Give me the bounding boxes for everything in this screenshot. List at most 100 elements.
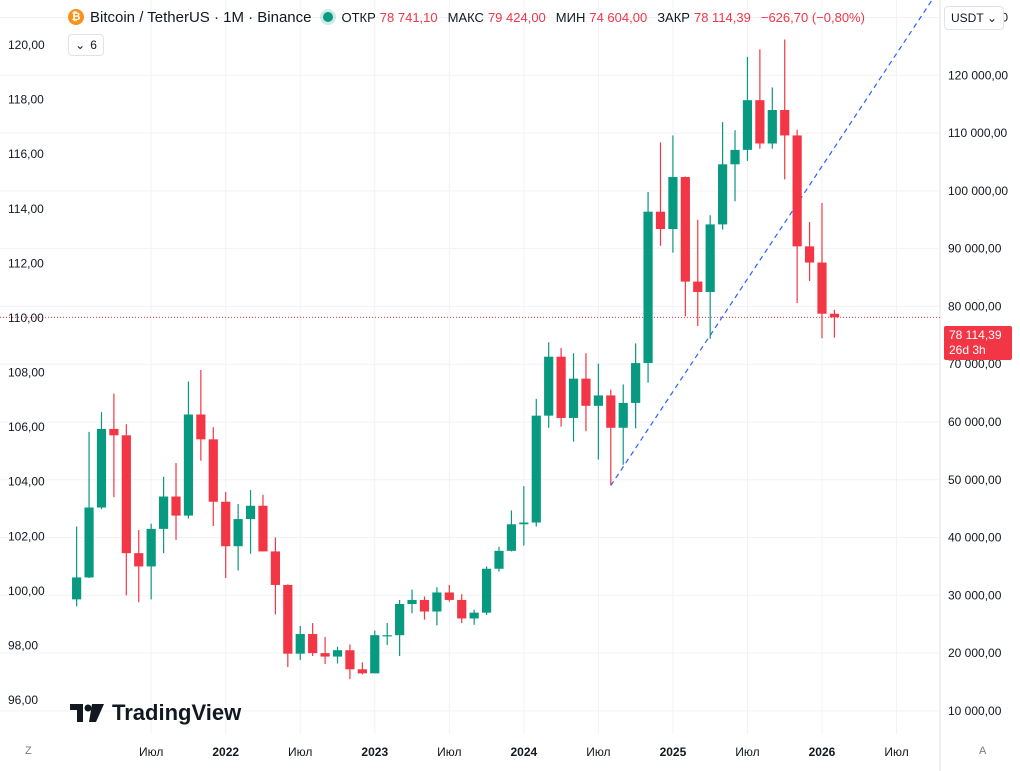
candle-body [655, 211, 666, 230]
left-axis-label: 100,00 [8, 584, 45, 598]
candle-body [407, 599, 417, 604]
candle-body [804, 246, 815, 263]
candle-body [134, 553, 144, 567]
time-axis-label: 2023 [361, 745, 388, 759]
candle-body [631, 363, 641, 403]
candle-body [829, 313, 840, 318]
candle-body [345, 650, 355, 670]
left-axis-label: 98,00 [8, 638, 38, 652]
candle-body [146, 528, 156, 567]
candle-body [780, 110, 790, 136]
time-axis-label: Июл [437, 745, 461, 759]
time-axis-label: Июл [884, 745, 908, 759]
candle-body [270, 551, 280, 585]
symbol-title[interactable]: Bitcoin / TetherUS · 1M · Binance [90, 8, 312, 26]
left-axis-label: 110,00 [8, 311, 44, 325]
candle-body [556, 356, 566, 418]
candle-body [320, 653, 330, 657]
time-axis-label: 2026 [809, 745, 836, 759]
candle-body [308, 634, 318, 654]
candle-body [72, 577, 82, 600]
price-axis-label: 50 000,00 [948, 473, 1002, 487]
timezone-button[interactable]: Z [25, 745, 32, 757]
price-axis-label: 80 000,00 [948, 299, 1002, 313]
time-axis-label: 2022 [212, 745, 239, 759]
time-axis-label: Июл [288, 745, 312, 759]
candle-body [469, 612, 479, 619]
bar-countdown: 26d 3h [949, 343, 986, 357]
candle-body [121, 435, 131, 554]
candle-body [494, 550, 504, 569]
open-label: ОТКР [341, 9, 376, 25]
candle-body [370, 635, 380, 674]
tradingview-logo[interactable]: TradingView [70, 700, 241, 726]
candle-body [382, 635, 392, 637]
candle-body [283, 584, 293, 654]
candle-body [593, 395, 603, 406]
candle-body [481, 568, 492, 613]
candle-body [767, 110, 777, 144]
chevron-down-icon: ⌄ [986, 11, 997, 25]
currency-label: USDT [951, 11, 984, 25]
candle-body [158, 496, 169, 529]
candle-body [742, 100, 753, 150]
price-axis-label: 60 000,00 [948, 415, 1002, 429]
price-axis-label: 10 000,00 [948, 704, 1002, 718]
indicators-count: 6 [90, 38, 97, 52]
last-price: 78 114,39 [949, 328, 1002, 342]
candle-body [817, 262, 827, 314]
candle-body [606, 395, 616, 428]
time-axis-label: 2024 [510, 745, 537, 759]
price-axis-label: 110 000,00 [948, 126, 1007, 140]
left-axis-label: 104,00 [8, 475, 45, 489]
candle-body [183, 414, 194, 516]
candle-body [444, 592, 454, 600]
auto-scale-button[interactable]: A [979, 745, 987, 757]
candle-body [643, 211, 653, 364]
candle-body [568, 378, 579, 418]
logo-text: TradingView [112, 700, 242, 725]
left-axis-label: 108,00 [8, 366, 45, 380]
price-axis-label: 90 000,00 [948, 242, 1002, 256]
candle-body [718, 164, 728, 225]
price-axis-background [940, 0, 1020, 771]
candle-body [245, 505, 256, 520]
candle-body [196, 414, 206, 440]
price-axis-label: 30 000,00 [948, 588, 1002, 602]
low-label: МИН [555, 9, 586, 25]
open-value: 78 741,10 [379, 9, 438, 25]
candle-body [457, 599, 467, 619]
change-value: −626,70 (−0,80%) [760, 9, 865, 25]
price-axis-label: 100 000,00 [948, 184, 1008, 198]
candle-body [295, 634, 305, 654]
candle-body [668, 177, 678, 230]
candle-body [96, 428, 107, 508]
currency-button[interactable]: USDT ⌄ [944, 6, 1004, 30]
last-price-tag: 78 114,39 26d 3h [944, 326, 1012, 360]
candle-body [233, 519, 243, 547]
left-axis-label: 106,00 [8, 420, 45, 434]
left-axis-label: 118,00 [8, 93, 44, 107]
candle-body [544, 356, 554, 416]
low-value: 74 604,00 [589, 9, 648, 25]
candle-body [680, 177, 690, 282]
time-axis-label: Июл [586, 745, 610, 759]
bitcoin-icon: ₿ [68, 9, 84, 25]
candle-body [357, 669, 367, 674]
time-axis-label: 2025 [660, 745, 687, 759]
indicators-toggle[interactable]: ⌄ 6 [68, 34, 104, 56]
candle-body [171, 496, 181, 516]
high-label: МАКС [447, 9, 484, 25]
candle-body [109, 428, 119, 436]
chart-header: ₿ Bitcoin / TetherUS · 1M · Binance ОТКР… [68, 6, 871, 28]
high-value: 79 424,00 [487, 9, 546, 25]
chevron-down-icon: ⌄ [75, 38, 86, 52]
candle-body [332, 650, 343, 657]
candle-body [506, 524, 517, 551]
tradingview-logo-icon [70, 704, 104, 722]
price-axis-label: 40 000,00 [948, 531, 1002, 545]
candle-body [730, 149, 740, 165]
candle-body [792, 135, 802, 247]
candle-body [531, 415, 541, 523]
